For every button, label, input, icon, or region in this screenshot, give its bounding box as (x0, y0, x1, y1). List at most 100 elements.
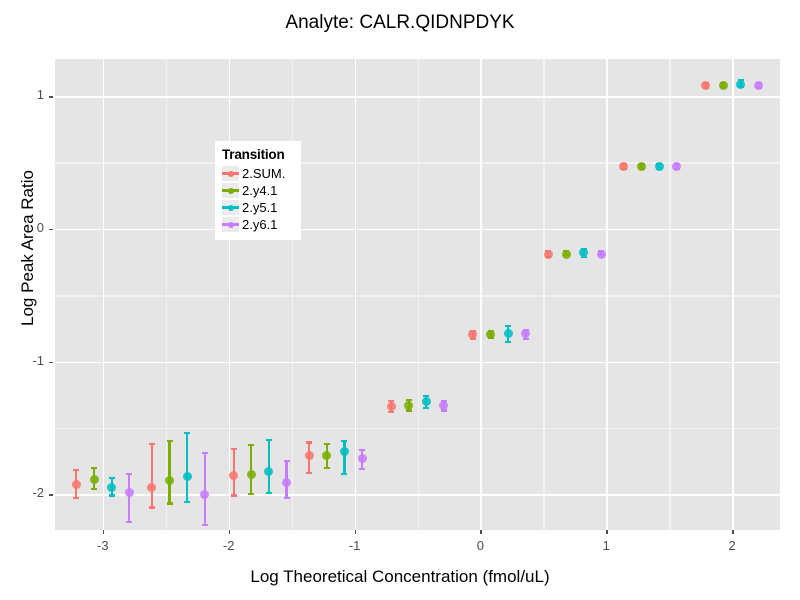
data-point (521, 329, 531, 339)
error-bar-cap (265, 438, 272, 441)
data-point (246, 469, 256, 479)
gridline-minor-v (165, 59, 168, 530)
error-bar (267, 439, 271, 493)
error-bar (343, 441, 346, 475)
error-bar-cap (423, 394, 430, 398)
y-axis-tick-mark (49, 494, 53, 496)
error-bar-cap (306, 441, 313, 444)
data-point (404, 400, 414, 410)
data-point (107, 483, 117, 493)
data-point (147, 483, 157, 493)
x-axis-tick-mark (102, 530, 105, 534)
data-point (71, 480, 81, 490)
gridline-major-v (732, 59, 734, 530)
data-point (304, 451, 314, 461)
data-point (718, 81, 728, 91)
error-bar-cap (505, 340, 512, 343)
error-bar-cap (388, 400, 395, 403)
error-bar-cap (230, 494, 237, 497)
legend-item-label: 2.y6.1 (242, 217, 278, 232)
error-bar-cap (283, 497, 290, 500)
data-point (357, 453, 367, 463)
error-bar-cap (283, 459, 290, 463)
data-point (637, 161, 647, 171)
data-point (124, 488, 134, 498)
data-point (386, 402, 396, 412)
legend-item: 2.SUM. (222, 165, 294, 182)
error-bar-cap (148, 506, 155, 509)
error-bar-cap (184, 432, 191, 435)
gridline-minor-v (543, 59, 545, 530)
x-axis-title: Log Theoretical Concentration (fmol/uL) (250, 567, 550, 586)
gridline-minor-v (669, 59, 671, 530)
data-point (89, 475, 99, 485)
error-bar-cap (405, 409, 412, 412)
legend-key-icon (222, 183, 239, 198)
error-bar-cap (359, 467, 366, 471)
data-point (439, 400, 449, 410)
x-axis-tick-label: -3 (97, 538, 109, 553)
data-point (754, 81, 764, 91)
legend-key-icon (222, 217, 239, 232)
gridline-major-v (480, 59, 482, 530)
legend-item-label: 2.y4.1 (242, 183, 278, 198)
page-title: Analyte: CALR.QIDNPDYK (285, 12, 515, 33)
x-axis-tick-mark (606, 530, 608, 534)
legend-item: 2.y6.1 (222, 216, 294, 233)
error-bar-cap (230, 447, 237, 451)
error-bar (168, 441, 171, 504)
error-bar-cap (423, 406, 430, 410)
error-bar-cap (359, 449, 366, 452)
x-axis-tick-mark (480, 530, 482, 534)
data-point (486, 330, 495, 340)
plot-panel: Transition 2.SUM. 2.y4.1 2.y5.1 2.y6.1 (55, 59, 780, 530)
data-point (579, 248, 589, 258)
x-axis-tick-label: 2 (728, 538, 736, 553)
error-bar-cap (166, 440, 173, 443)
gridline-major-h (55, 228, 780, 231)
error-bar-cap (505, 324, 512, 327)
data-point (561, 249, 571, 259)
legend: Transition 2.SUM. 2.y4.1 2.y5.1 2.y6.1 (215, 141, 301, 240)
error-bar-cap (166, 502, 173, 505)
error-bar-cap (522, 337, 529, 341)
gridline-major-h (55, 96, 780, 98)
data-point (468, 330, 478, 340)
legend-item-label: 2.SUM. (242, 166, 286, 181)
error-bar (128, 474, 131, 523)
error-bar (250, 445, 253, 495)
error-bar-cap (108, 477, 115, 480)
data-point (619, 161, 629, 171)
error-bar-cap (323, 466, 330, 469)
error-bar-cap (388, 410, 395, 413)
error-bar-cap (108, 494, 115, 497)
gridline-minor-v (291, 59, 294, 530)
data-point (282, 477, 292, 487)
error-bar-cap (126, 520, 133, 524)
error-bar-cap (248, 493, 255, 496)
error-bar-cap (201, 451, 208, 455)
error-bar-cap (248, 443, 255, 447)
x-axis-tick-mark (732, 530, 734, 534)
y-axis-tick-label: -2 (32, 485, 44, 501)
data-point (165, 476, 175, 486)
data-point (543, 249, 553, 259)
y-axis-tick-label: -1 (32, 352, 44, 368)
error-bar-cap (405, 398, 412, 402)
data-point (596, 249, 606, 259)
error-bar-cap (306, 471, 313, 475)
data-point (182, 472, 192, 482)
error-bar-cap (73, 497, 80, 500)
data-point (339, 447, 349, 457)
x-axis-tick-label: 0 (476, 538, 485, 553)
error-bar-cap (91, 487, 98, 490)
data-point (654, 161, 664, 171)
legend-title: Transition (222, 147, 285, 162)
x-axis-tick-mark (228, 530, 231, 534)
y-axis-tick-label: 1 (36, 87, 44, 103)
data-point (701, 81, 711, 91)
error-bar (203, 453, 206, 525)
error-bar-cap (201, 523, 208, 526)
legend-item-label: 2.y5.1 (242, 200, 278, 215)
